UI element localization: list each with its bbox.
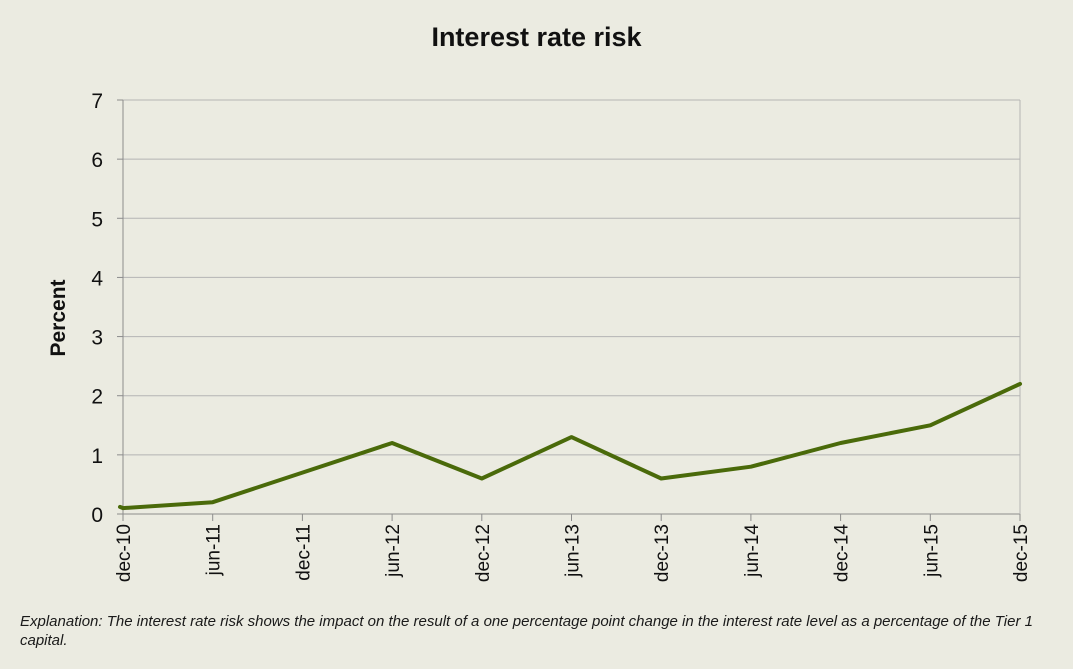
axes: [117, 99, 1021, 521]
chart-explanation: Explanation: The interest rate risk show…: [20, 613, 1033, 649]
y-tick-label: 5: [91, 208, 103, 231]
x-tick-label: dec-10: [114, 524, 135, 582]
y-tick-labels: 0 1 2 3 4 5 6 7: [91, 90, 103, 527]
series: [118, 381, 1022, 511]
x-tick-label: jun-15: [921, 524, 942, 578]
x-tick-label: dec-11: [293, 524, 314, 581]
y-tick-label: 6: [91, 149, 103, 172]
x-tick-labels: dec-10 jun-11 dec-11 jun-12 dec-12 jun-13 dec-…: [114, 524, 1032, 583]
chart-title: Interest rate risk: [431, 22, 642, 52]
y-tick-label: 2: [91, 386, 103, 409]
y-tick-label: 1: [91, 445, 103, 468]
x-tick-label: dec-13: [652, 524, 673, 582]
y-tick-label: 3: [91, 327, 103, 350]
y-axis-label: Percent: [47, 279, 70, 356]
gridlines: [123, 99, 1020, 456]
x-tick-label: jun-11: [204, 524, 225, 576]
x-tick-label: dec-12: [473, 524, 494, 582]
x-tick-label: jun-13: [563, 524, 584, 578]
y-tick-label: 4: [91, 267, 103, 290]
x-tick-label: dec-15: [1011, 524, 1032, 582]
series-line-0: [118, 381, 1022, 511]
y-tick-label: 7: [91, 90, 103, 113]
x-tick-label: jun-14: [742, 524, 763, 578]
y-tick-label: 0: [91, 504, 103, 527]
x-tick-label: jun-12: [383, 524, 404, 578]
x-tick-label: dec-14: [832, 524, 853, 583]
